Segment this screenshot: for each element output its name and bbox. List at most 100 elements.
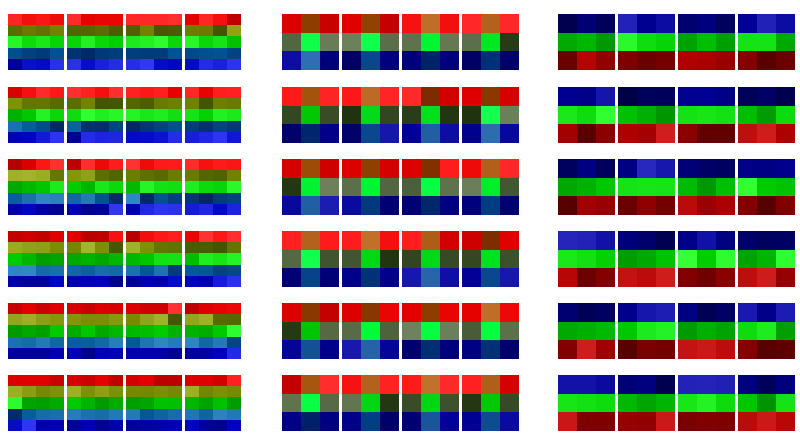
tile-cell	[126, 120, 141, 133]
tile-cell	[500, 375, 519, 395]
tile-cell	[81, 203, 96, 215]
tile-cell	[154, 375, 169, 387]
tile-cell	[22, 264, 37, 277]
tile-cell	[168, 109, 182, 122]
tile-strip	[8, 159, 241, 215]
tile-cell	[227, 87, 241, 99]
tile-cell	[126, 397, 141, 410]
tile-cell	[81, 181, 96, 194]
tile-cell	[320, 303, 339, 323]
tile-cell	[637, 231, 657, 251]
tile-cell	[140, 131, 155, 143]
tile-cell	[140, 192, 155, 205]
tile-cell	[342, 124, 362, 143]
tile-cell	[342, 14, 362, 34]
tile-cell	[282, 87, 302, 107]
tile-cell	[342, 393, 362, 413]
tile-cell	[577, 51, 597, 70]
color-tile	[67, 303, 123, 359]
tile-cell	[50, 98, 64, 110]
tile-cell	[50, 231, 64, 243]
tile-cell	[440, 159, 459, 179]
tile-cell	[185, 109, 200, 122]
tile-cell	[140, 58, 155, 70]
color-tile	[67, 14, 123, 70]
tile-cell	[618, 51, 638, 70]
tile-cell	[168, 419, 182, 431]
tile-cell	[637, 105, 657, 125]
tile-cell	[462, 87, 482, 107]
color-tile	[462, 87, 519, 143]
tile-cell	[320, 249, 339, 269]
tile-cell	[67, 109, 82, 122]
tile-cell	[95, 192, 110, 205]
tile-cell	[421, 303, 441, 323]
tile-cell	[481, 231, 501, 251]
tile-strip	[282, 231, 519, 287]
tile-cell	[500, 177, 519, 197]
color-tile	[185, 375, 241, 431]
tile-cell	[36, 408, 51, 421]
tile-cell	[109, 231, 123, 243]
tile-cell	[500, 303, 519, 323]
tile-cell	[109, 98, 123, 110]
tile-cell	[81, 375, 96, 387]
tile-cell	[738, 268, 758, 287]
tile-cell	[213, 303, 228, 315]
tile-cell	[227, 192, 241, 205]
tile-cell	[462, 412, 482, 431]
tile-cell	[22, 314, 37, 326]
tile-cell	[596, 393, 615, 413]
tile-cell	[618, 340, 638, 359]
tile-cell	[320, 87, 339, 107]
tile-cell	[109, 14, 123, 26]
tile-cell	[22, 87, 37, 99]
tile-cell	[168, 375, 182, 387]
tile-cell	[36, 242, 51, 254]
tile-cell	[185, 203, 200, 215]
tile-cell	[140, 419, 155, 431]
tile-cell	[36, 181, 51, 194]
tile-strip	[282, 375, 519, 431]
tile-cell	[656, 32, 675, 52]
tile-cell	[342, 249, 362, 269]
tile-cell	[81, 419, 96, 431]
tile-cell	[227, 109, 241, 122]
tile-cell	[421, 14, 441, 34]
color-tile	[618, 303, 675, 359]
tile-cell	[95, 98, 110, 110]
tile-cell	[380, 393, 399, 413]
tile-cell	[22, 325, 37, 338]
tile-cell	[558, 393, 578, 413]
tile-cell	[168, 87, 182, 99]
tile-cell	[637, 196, 657, 215]
tile-cell	[637, 393, 657, 413]
tile-cell	[738, 393, 758, 413]
tile-cell	[380, 196, 399, 215]
tile-cell	[697, 51, 717, 70]
tile-cell	[227, 275, 241, 287]
tile-cell	[577, 412, 597, 431]
tile-cell	[81, 397, 96, 410]
tile-cell	[22, 242, 37, 254]
tile-cell	[109, 253, 123, 266]
tile-cell	[301, 393, 321, 413]
tile-cell	[213, 347, 228, 359]
tile-cell	[199, 109, 214, 122]
tile-cell	[716, 249, 735, 269]
tile-cell	[481, 32, 501, 52]
tile-cell	[227, 14, 241, 26]
tile-cell	[199, 397, 214, 410]
tile-cell	[8, 14, 23, 26]
color-tile	[8, 375, 64, 431]
tile-cell	[500, 412, 519, 431]
tile-cell	[22, 253, 37, 266]
tile-cell	[618, 268, 638, 287]
tile-cell	[199, 181, 214, 194]
tile-cell	[697, 375, 717, 395]
tile-cell	[500, 124, 519, 143]
tile-cell	[577, 249, 597, 269]
tile-cell	[126, 408, 141, 421]
tile-cell	[776, 268, 795, 287]
tile-cell	[558, 14, 578, 34]
